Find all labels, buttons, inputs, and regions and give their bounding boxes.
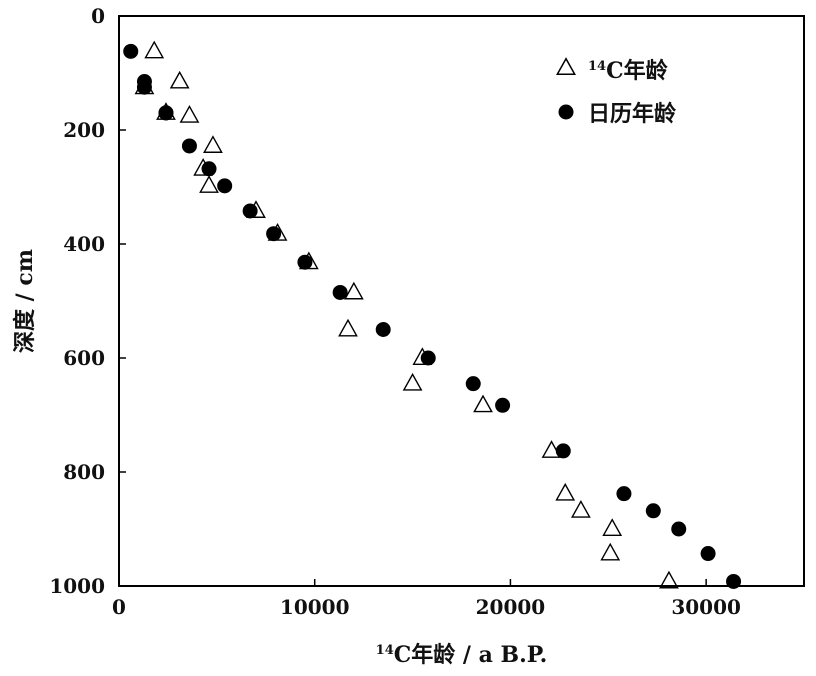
calendar-age-point [201,161,217,177]
x-tick-label: 0 [112,595,126,619]
calendar-age-point [375,322,391,337]
c14-age-point [203,135,223,153]
calendar-age-point [465,376,481,392]
plot-frame [118,15,805,587]
legend-circle-marker [558,104,574,120]
calendar-age-point [332,284,348,300]
calendar-age-point [136,79,152,95]
legend-label-c14-sup: 14 [588,59,606,74]
calendar-age-point [420,350,436,366]
x-axis-title: 14C年龄 / a B.P. [376,642,548,668]
c14-age-point [600,542,621,561]
c14-age-point [402,372,423,391]
calendar-age-point [671,521,687,537]
calendar-age-point [297,254,313,270]
c14-age-point [473,394,493,413]
calendar-age-point [266,226,282,242]
c14-age-point [199,175,219,193]
calendar-age-point [555,443,571,459]
x-tick-label: 30000 [671,595,741,619]
x-tick-label: 10000 [280,595,350,619]
calendar-age-point [700,546,716,562]
y-axis-title: 深度 / cm [12,249,38,353]
legend-label-calendar: 日历年龄 [588,101,677,127]
legend-triangle-marker [556,57,576,76]
x-tick-label: 20000 [476,595,546,619]
y-tick-label: 600 [63,346,105,370]
c14-age-point [555,482,576,501]
legend-label-c14: 14C年龄 [588,58,669,84]
calendar-age-point [242,203,258,219]
c14-age-point [659,570,679,589]
y-tick-label: 1000 [49,574,105,598]
c14-age-point [338,318,358,337]
calendar-age-point [123,43,139,59]
y-tick-label: 0 [91,4,105,28]
calendar-age-point [616,486,632,502]
y-tick-label: 200 [63,118,105,142]
x-axis-title-text: C年龄 / a B.P. [394,642,548,668]
calendar-age-point [158,105,174,121]
c14-age-point [343,281,364,300]
c14-age-point [179,105,200,123]
calendar-age-point [217,178,233,194]
c14-age-point [169,70,190,89]
c14-age-point [570,500,591,518]
calendar-age-point [645,503,661,519]
calendar-age-point [495,397,511,413]
c14-age-point [602,518,623,536]
c14-age-point [144,40,165,59]
legend: 14C年龄 日历年龄 [556,57,677,127]
x-axis-title-sup: 14 [376,643,394,658]
series-layer [123,40,742,589]
calendar-age-point [181,138,197,154]
legend-label-c14-text: C年龄 [606,58,669,84]
ticks-layer: 0 10000 20000 30000 0 200 400 600 800 1000 [49,4,741,619]
y-tick-label: 400 [63,232,105,256]
c14-age-point [541,440,562,458]
y-tick-label: 800 [63,460,105,484]
